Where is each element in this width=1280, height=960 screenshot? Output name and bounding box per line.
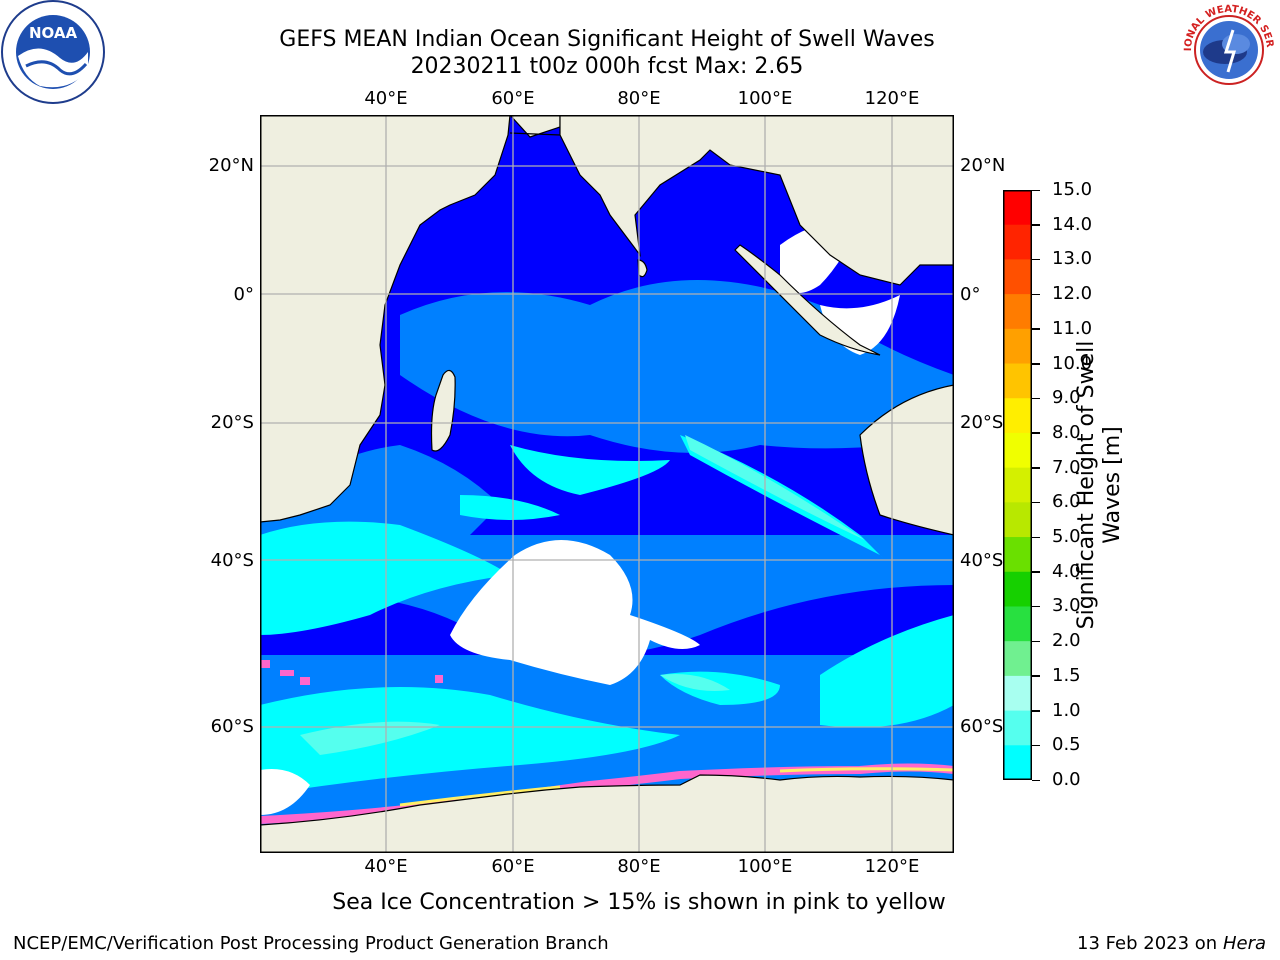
colorbar-segment: [1003, 606, 1032, 642]
colorbar-segment: [1003, 363, 1032, 399]
lon-label-top-100e: 100°E: [737, 88, 793, 109]
colorbar-tick-label: 7.0: [1052, 456, 1081, 478]
colorbar-tick-mark: [1032, 363, 1040, 365]
lat-label-left-60s: 60°S: [210, 716, 254, 737]
colorbar-segment: [1003, 190, 1032, 226]
sea-ice-note: Sea Ice Concentration > 15% is shown in …: [332, 890, 946, 915]
lon-label-bottom-120e: 120°E: [864, 856, 920, 877]
colorbar-segment: [1003, 259, 1032, 295]
colorbar-tick-label: 8.0: [1052, 421, 1081, 443]
colorbar-segment: [1003, 710, 1032, 746]
colorbar-tick-mark: [1032, 779, 1040, 781]
colorbar-tick-label: 2.0: [1052, 630, 1081, 652]
lat-label-right-40s: 40°S: [960, 550, 1004, 571]
colorbar-tick-label: 5.0: [1052, 526, 1081, 548]
lat-label-right-0: 0°: [960, 284, 981, 305]
lat-label-left-0: 0°: [233, 284, 254, 305]
colorbar-tick-label: 0.0: [1052, 769, 1081, 790]
colorbar-tick-mark: [1032, 397, 1040, 400]
colorbar-tick-mark: [1032, 501, 1040, 504]
map-plot: [260, 115, 954, 853]
colorbar-segment: [1003, 502, 1032, 538]
colorbar-label-line2: Waves [m]: [1100, 426, 1125, 544]
lat-label-right-20s: 20°S: [960, 412, 1004, 433]
colorbar-tick-label: 11.0: [1052, 317, 1093, 339]
plot-frame: [260, 115, 954, 853]
lon-label-top-60e: 60°E: [491, 88, 535, 109]
colorbar-tick-label: 15.0: [1052, 179, 1093, 200]
lat-label-left-20n: 20°N: [208, 155, 254, 176]
colorbar-segment: [1003, 571, 1032, 607]
colorbar-label-line1: Significant Height of Swell: [1074, 340, 1099, 630]
lon-label-bottom-40e: 40°E: [364, 856, 408, 877]
colorbar-tick-mark: [1032, 571, 1040, 573]
footer-date-text: 13 Feb 2023 on: [1077, 933, 1218, 954]
swell-band-1.5-2.0: [300, 435, 865, 755]
footer-machine: Hera: [1222, 933, 1266, 954]
colorbar-tick-mark: [1032, 258, 1040, 261]
colorbar-tick-mark: [1032, 744, 1040, 747]
colorbar-segment: [1003, 224, 1032, 260]
sea-ice-patches: [260, 660, 443, 685]
colorbar-tick-mark: [1032, 605, 1040, 608]
colorbar-tick-label: 1.0: [1052, 699, 1081, 721]
map-subtitle: 20230211 t00z 000h fcst Max: 2.65: [410, 54, 804, 79]
colorbar-tick-label: 12.0: [1052, 283, 1093, 305]
colorbar-tick-label: 14.0: [1052, 213, 1093, 235]
colorbar-segment: [1003, 432, 1032, 469]
colorbar-tick-mark: [1032, 710, 1040, 712]
lon-label-top-80e: 80°E: [617, 88, 661, 109]
colorbar-tick-label: 9.0: [1052, 387, 1081, 409]
colorbar-tick-label: 1.5: [1052, 664, 1081, 686]
colorbar-tick-mark: [1032, 536, 1040, 539]
colorbar-tick-label: 13.0: [1052, 248, 1093, 270]
noaa-logo: NOAA: [1, 0, 105, 104]
colorbar-tick-mark: [1032, 293, 1040, 296]
lat-label-left-20s: 20°S: [210, 412, 254, 433]
colorbar-segment: [1003, 328, 1032, 365]
sea-ice-edge-yellow-east: [779, 767, 954, 773]
colorbar-tick-label: 3.0: [1052, 595, 1081, 617]
colorbar-tick-mark: [1032, 328, 1040, 330]
colorbar-segment: [1003, 537, 1032, 573]
lat-label-right-20n: 20°N: [960, 155, 1006, 176]
nws-logo: NATIONAL WEATHER SERVICE: [1178, 0, 1278, 99]
colorbar-frame: [1003, 190, 1032, 780]
colorbar-segment: [1003, 467, 1032, 503]
footer-date: 13 Feb 2023 on Hera: [1077, 933, 1266, 954]
colorbar-tick-mark: [1032, 467, 1040, 469]
colorbar-tick-mark: [1032, 640, 1040, 643]
colorbar-tick-label: 4.0: [1052, 560, 1081, 582]
colorbar: [1003, 190, 1032, 780]
graticule: [260, 115, 954, 853]
lon-label-top-40e: 40°E: [364, 88, 408, 109]
colorbar-tick-label: 10.0: [1052, 352, 1093, 374]
colorbar-tick-mark: [1032, 224, 1040, 226]
sea-ice-edge-yellow: [399, 785, 561, 807]
colorbar-tick-mark: [1032, 432, 1040, 434]
colorbar-tick-mark: [1032, 675, 1040, 677]
colorbar-segment: [1003, 294, 1032, 330]
colorbar-segment: [1003, 398, 1032, 434]
lon-label-bottom-80e: 80°E: [617, 856, 661, 877]
map-title: GEFS MEAN Indian Ocean Significant Heigh…: [279, 27, 935, 52]
lon-label-bottom-100e: 100°E: [737, 856, 793, 877]
noaa-logo-text: NOAA: [29, 24, 78, 42]
colorbar-segment: [1003, 675, 1032, 712]
footer-credit: NCEP/EMC/Verification Post Processing Pr…: [13, 933, 609, 954]
lat-label-right-60s: 60°S: [960, 716, 1004, 737]
colorbar-tick-mark: [1032, 189, 1040, 191]
colorbar-segment: [1003, 641, 1032, 677]
lon-label-top-120e: 120°E: [864, 88, 920, 109]
colorbar-tick-label: 0.5: [1052, 734, 1081, 756]
colorbar-tick-label: 6.0: [1052, 491, 1081, 513]
lat-label-left-40s: 40°S: [210, 550, 254, 571]
colorbar-segment: [1003, 745, 1032, 780]
lon-label-bottom-60e: 60°E: [491, 856, 535, 877]
